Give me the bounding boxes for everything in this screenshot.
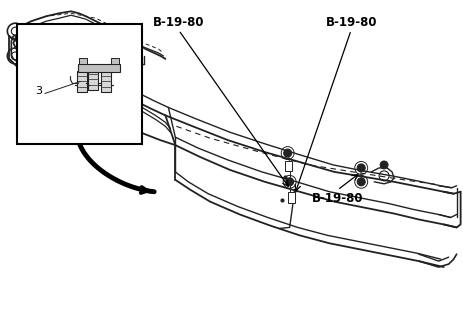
Bar — [101, 70, 111, 92]
Bar — [111, 58, 119, 64]
Bar — [78, 64, 120, 72]
Circle shape — [284, 149, 292, 157]
Text: 3: 3 — [35, 85, 42, 95]
Text: B-19-80: B-19-80 — [153, 15, 204, 28]
Bar — [18, 24, 142, 144]
Circle shape — [286, 178, 294, 186]
Text: B-19-80: B-19-80 — [312, 192, 363, 204]
Bar — [88, 68, 98, 90]
Bar — [79, 58, 88, 64]
Bar — [288, 192, 295, 203]
Circle shape — [357, 164, 365, 172]
Circle shape — [357, 178, 365, 186]
Bar — [77, 70, 88, 92]
Text: B-19-80: B-19-80 — [325, 15, 377, 28]
Circle shape — [97, 83, 105, 91]
Bar — [286, 161, 292, 171]
Circle shape — [380, 161, 388, 169]
